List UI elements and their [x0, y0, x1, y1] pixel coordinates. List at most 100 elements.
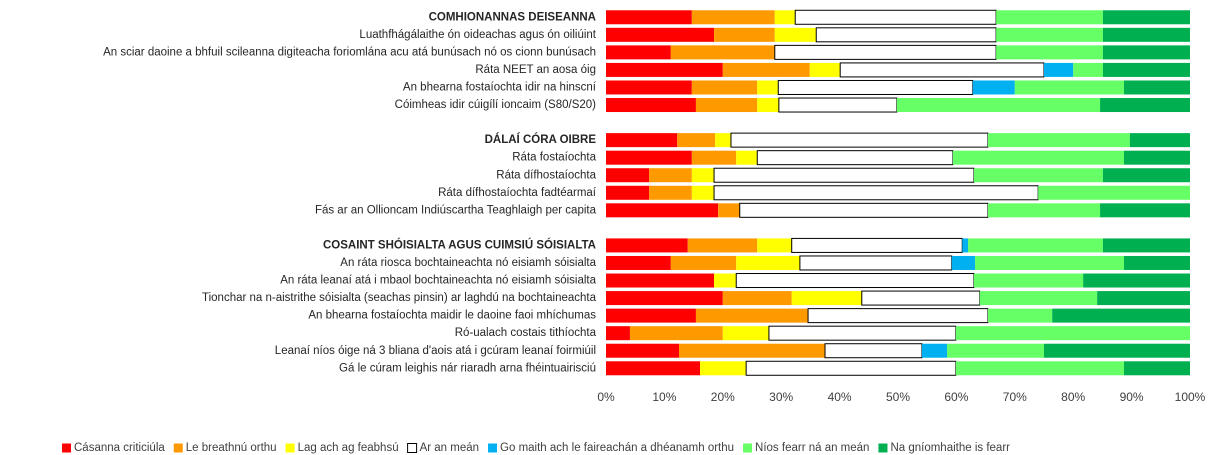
bar-segment — [791, 237, 963, 253]
bar-segment — [691, 80, 758, 95]
bar-segment — [794, 9, 997, 25]
legend-swatch — [488, 443, 498, 453]
bar-segment — [722, 326, 769, 341]
category-label: Tionchar na n-aistrithe sóisialta (seach… — [202, 292, 597, 304]
bar-segment — [606, 238, 688, 253]
legend-label: Lag ach ag feabhsú — [298, 442, 399, 454]
category-label: Ráta fostaíochta — [512, 152, 596, 164]
category-label: An bhearna fostaíochta idir na hinscní — [403, 82, 597, 94]
bar-segment — [968, 238, 1103, 253]
bar-segment — [736, 150, 758, 165]
x-tick-label: 0% — [597, 390, 615, 404]
bar-segment — [1102, 45, 1190, 60]
legend-label: Na gníomhaithe is fearr — [890, 442, 1010, 454]
bar-segment — [1044, 343, 1190, 358]
bar-segment — [722, 291, 792, 306]
bar-segment — [691, 168, 715, 183]
legend-label: Go maith ach le faireachán a dhéanamh or… — [500, 442, 734, 454]
legend-label: Ar an meán — [420, 442, 479, 454]
bar-segment — [1129, 133, 1190, 148]
category-label: Fás ar an Ollioncam Indiúscartha Teaghla… — [315, 204, 597, 216]
bar-segment — [979, 291, 1098, 306]
x-tick-label: 100% — [1175, 390, 1206, 404]
bar-segment — [973, 168, 1103, 183]
bar-segment — [1014, 80, 1125, 95]
category-label: Ráta dífhostaíochta fadtéarmaí — [438, 187, 597, 199]
bar-segment — [896, 98, 1101, 113]
x-tick-label: 50% — [886, 390, 910, 404]
bar-segment — [799, 255, 953, 271]
bar-segment — [791, 291, 862, 306]
bar-segment — [1038, 185, 1190, 200]
bar-segment — [757, 238, 792, 253]
bar-segment — [987, 133, 1130, 148]
bar-segment — [987, 203, 1101, 218]
bar-segment — [996, 27, 1103, 42]
bar-segment — [606, 343, 679, 358]
bar-segment — [1102, 168, 1190, 183]
legend-swatch — [407, 443, 418, 453]
bar-segment — [715, 133, 731, 148]
bar-segment — [606, 62, 723, 77]
bar-segment — [606, 45, 671, 60]
bar-segment — [745, 360, 957, 376]
bar-segment — [951, 255, 976, 270]
bar-segment — [1100, 203, 1190, 218]
bar-segment — [691, 185, 715, 200]
bar-segment — [713, 185, 1039, 201]
legend-swatch — [743, 443, 753, 453]
category-label: Gá le cúram leighis nár riaradh arna fhé… — [339, 362, 596, 374]
category-label: Leanaí níos óige ná 3 bliana d'aois atá … — [275, 345, 596, 357]
bar-segment — [606, 150, 692, 165]
bar-segment — [736, 255, 800, 270]
bar-segment — [713, 167, 975, 183]
bar-segment — [1124, 361, 1190, 376]
category-label: Cóimheas idir cúigílí ioncaim (S80/S20) — [395, 99, 597, 111]
bar-segment — [670, 45, 775, 60]
x-tick-label: 90% — [1120, 390, 1144, 404]
bar-segment — [1100, 98, 1190, 113]
bar-segment — [757, 98, 779, 113]
bar-segment — [756, 150, 954, 166]
bar-segment — [677, 133, 716, 148]
bar-segment — [606, 133, 678, 148]
bar-segment — [1124, 150, 1190, 165]
bar-segment — [718, 203, 740, 218]
bar-segment — [730, 132, 989, 148]
bar-segment — [861, 290, 981, 306]
bar-segment — [606, 326, 630, 341]
bar-segment — [1102, 10, 1190, 25]
bar-segment — [606, 308, 696, 323]
bar-segment — [1052, 308, 1190, 323]
bar-segment — [824, 343, 923, 359]
x-tick-label: 40% — [828, 390, 852, 404]
category-label: COMHIONANNAS DEISEANNA — [429, 11, 596, 23]
bar-segment — [649, 185, 692, 200]
bar-segment — [722, 62, 810, 77]
bar-segment — [774, 10, 796, 25]
bar-segment — [1083, 273, 1190, 288]
category-label: An sciar daoine a bhfuil scileanna digit… — [103, 46, 596, 58]
bar-segment — [996, 10, 1103, 25]
bar-segment — [606, 185, 650, 200]
category-label: Ráta dífhostaíochta — [496, 169, 596, 181]
bar-segment — [921, 343, 948, 358]
bar-segment — [691, 10, 775, 25]
category-label: An ráta leanaí atá i mbaol bochtaineacht… — [280, 275, 596, 287]
bar-segment — [807, 308, 989, 324]
category-label: Ró-ualach costais tithíochta — [455, 327, 597, 339]
bar-segment — [670, 255, 737, 270]
bar-segment — [975, 255, 1125, 270]
bar-segment — [606, 10, 692, 25]
bar-segment — [777, 79, 974, 95]
bar-segment — [815, 27, 997, 43]
bar-segment — [952, 150, 1125, 165]
bar-segment — [606, 273, 715, 288]
bar-segment — [687, 238, 758, 253]
legend-swatch — [173, 443, 183, 453]
bar-segment — [774, 27, 817, 42]
bar-segment — [987, 308, 1053, 323]
bar-segment — [606, 203, 719, 218]
x-tick-label: 30% — [769, 390, 793, 404]
